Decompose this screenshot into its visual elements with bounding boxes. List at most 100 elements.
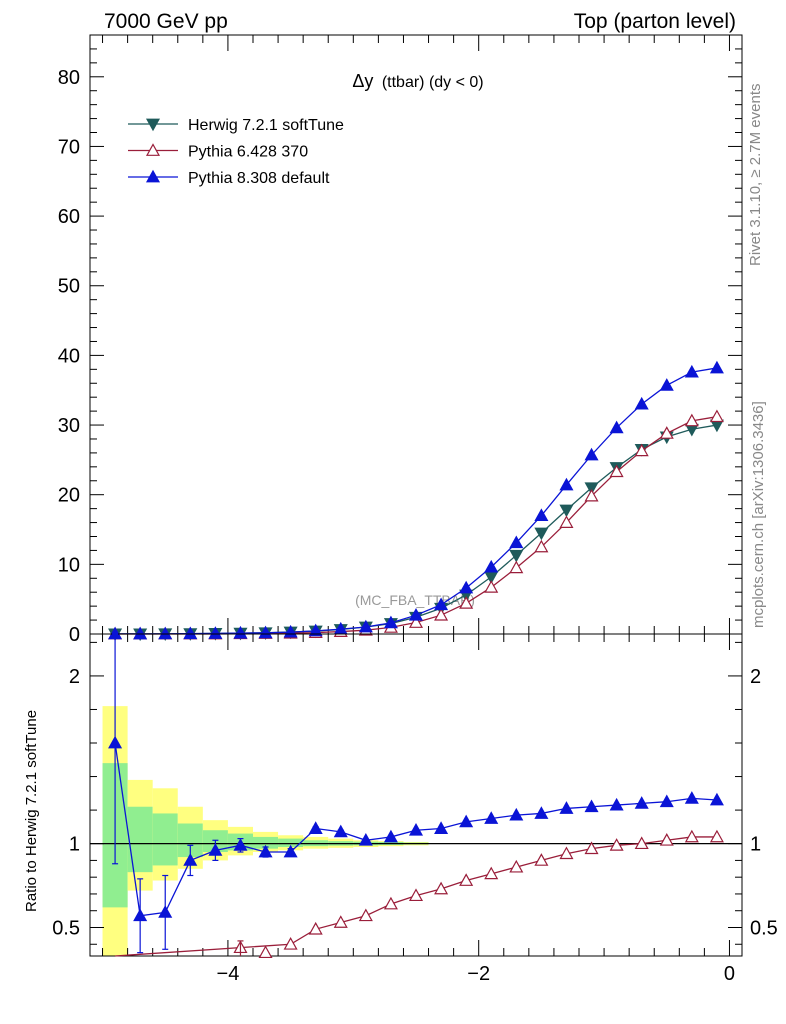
top-series-point: [684, 364, 699, 378]
ratio-series-point: [659, 833, 674, 846]
top-series-point: [509, 549, 524, 563]
top-series-layer: [108, 360, 724, 642]
top-series-point: [659, 378, 674, 391]
ratio-xtick-label: 0: [724, 963, 735, 985]
top-series-point: [559, 515, 574, 528]
top-series-point: [659, 426, 674, 439]
ratio-series-point: [584, 841, 599, 855]
top-series-point: [434, 597, 449, 611]
ratio-ytick-label: 1: [69, 834, 80, 856]
ratio-series-point: [559, 846, 574, 860]
top-series-point: [459, 580, 474, 594]
ratio-series-point: [509, 859, 524, 873]
top-series-point: [709, 360, 724, 374]
ratio-series-point: [484, 811, 499, 824]
ratio-series-point: [709, 792, 724, 806]
top-series-point: [434, 607, 449, 621]
ratio-series-point: [659, 794, 674, 808]
plot-title: Δy (ttbar) (dy < 0): [352, 71, 483, 91]
ratio-series-layer: [90, 633, 742, 959]
ratio-series-point: [358, 833, 373, 846]
ratio-series-point: [634, 836, 649, 850]
ratio-series-point: [609, 838, 624, 851]
top-series-point: [383, 615, 398, 629]
header-left: 7000 GeV pp: [104, 10, 228, 33]
top-series-point: [584, 488, 599, 502]
ratio-band-green: [152, 813, 178, 866]
rivet-label: Rivet 3.1.10, ≥ 2.7M events: [747, 84, 764, 267]
ratio-series-point: [434, 821, 449, 834]
ratio-series-point: [484, 866, 499, 880]
top-series-point: [559, 477, 574, 491]
top-series-point: [634, 443, 649, 457]
ratio-series-point: [383, 829, 398, 843]
ratio-ytick-label-right: 0.5: [750, 917, 778, 939]
ratio-xtick-label: −2: [467, 963, 490, 985]
top-series-point: [484, 580, 499, 593]
mcplots-label: mcplots.cern.ch [arXiv:1306.3436]: [750, 401, 767, 628]
top-ytick-label: 40: [58, 345, 80, 367]
legend-marker: [145, 143, 161, 156]
legend-label: Pythia 8.308 default: [188, 170, 330, 187]
plot-title-main: Δy: [352, 71, 373, 91]
ratio-series-point: [684, 791, 699, 804]
top-series-point: [158, 626, 173, 640]
top-series-point: [534, 527, 549, 541]
top-panel: (MC_FBA_TTBAR) Δy (ttbar) (dy < 0) 01020…: [58, 34, 743, 646]
ratio-y-axis: 0.5 0.5 1 1 2 2: [52, 641, 778, 945]
ratio-series-point: [434, 881, 449, 895]
ratio-series-point: [459, 873, 474, 886]
ratio-series-point: [283, 937, 298, 950]
top-series-point: [258, 625, 273, 639]
ratio-series-point: [534, 806, 549, 819]
top-ytick-label: 0: [69, 624, 80, 646]
top-series-point: [484, 559, 499, 573]
ratio-series-point: [308, 921, 323, 935]
ratio-band-green: [278, 838, 304, 847]
ratio-xtick-label: −4: [217, 963, 240, 985]
top-series-point: [559, 504, 574, 518]
legend-label: Pythia 6.428 370: [188, 144, 308, 161]
ratio-series-point: [534, 853, 549, 866]
ratio-series-point: [358, 908, 373, 922]
ratio-series-point: [559, 801, 574, 814]
ratio-ylabel: Ratio to Herwig 7.2.1 softTune: [23, 710, 40, 912]
top-series-point: [584, 447, 599, 461]
top-series-point: [584, 482, 599, 495]
ratio-series-point: [258, 945, 273, 959]
ratio-ytick-label-right: 1: [750, 834, 761, 856]
top-ytick-label: 20: [58, 485, 80, 507]
top-ytick-label: 50: [58, 276, 80, 298]
top-series-point: [233, 625, 248, 639]
ratio-ytick-label: 0.5: [52, 917, 80, 939]
top-series-point: [183, 626, 198, 640]
ratio-series-point: [509, 807, 524, 821]
top-ytick-label: 80: [58, 67, 80, 89]
ratio-series-point: [408, 888, 424, 902]
top-series-point: [534, 539, 549, 553]
top-ytick-label: 60: [58, 206, 80, 228]
ratio-series-point: [584, 799, 599, 813]
legend: Herwig 7.2.1 softTune Pythia 6.428 370 Pyt…: [128, 117, 344, 187]
ratio-series-point: [459, 814, 474, 828]
ratio-panel-frame: [89, 633, 743, 957]
top-ytick-label: 10: [58, 554, 80, 576]
ratio-series-point: [709, 829, 724, 843]
top-series-point: [408, 607, 424, 621]
ratio-series-point: [634, 796, 649, 809]
legend-marker: [145, 169, 161, 183]
top-series-point: [509, 535, 524, 549]
top-series-point: [358, 619, 373, 633]
top-y-axis: 0 10 20 30 40 50 60 70 80: [58, 34, 742, 646]
top-series-point: [208, 626, 223, 639]
ratio-bands: [102, 706, 429, 956]
ratio-band-green: [127, 806, 153, 873]
ratio-series-point: [609, 797, 624, 811]
top-series-point: [459, 596, 474, 609]
ratio-series-point: [333, 915, 348, 928]
top-series-point: [509, 560, 524, 574]
plot-title-sub: (ttbar) (dy < 0): [382, 74, 484, 91]
header-right: Top (parton level): [574, 10, 736, 33]
ratio-x-axis: −4 −2 0: [102, 634, 735, 985]
